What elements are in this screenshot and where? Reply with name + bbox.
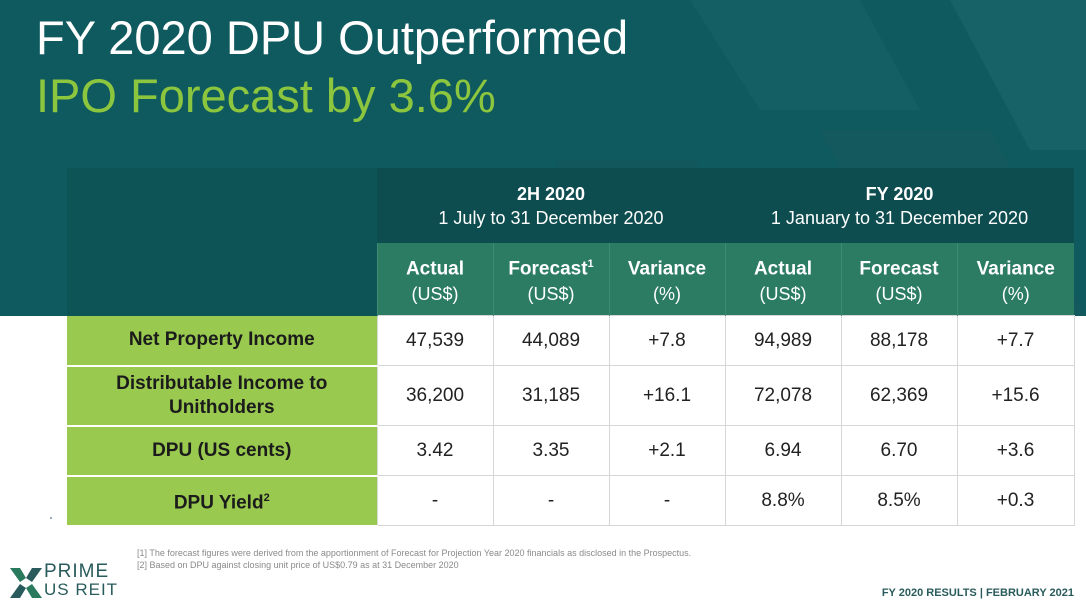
- table-cell: 44,089: [492, 315, 610, 366]
- footnote: [2] Based on DPU against closing unit pr…: [137, 560, 459, 570]
- slide-title: FY 2020 DPU Outperformed: [36, 11, 629, 64]
- footnotes: [1] The forecast figures were derived fr…: [137, 547, 691, 571]
- table-cell: 3.42: [376, 425, 494, 476]
- table-cell: 31,185: [492, 365, 610, 426]
- column-header-label: Actual: [405, 258, 465, 280]
- table-cell: +2.1: [608, 425, 726, 476]
- row-label: Distributable Income to Unitholders: [67, 365, 377, 427]
- prime-us-reit-logo-icon: [10, 568, 42, 598]
- period-header-2h2020: 2H 2020 1 July to 31 December 2020: [377, 168, 725, 243]
- table-cell: -: [492, 475, 610, 526]
- column-header: Variance (%): [956, 243, 1075, 316]
- column-header-label: Forecast: [508, 258, 588, 280]
- column-header-footnote-ref: 1: [587, 258, 594, 271]
- footnote: [1] The forecast figures were derived fr…: [137, 548, 692, 558]
- table-cell: -: [608, 475, 726, 526]
- column-header-unit: (US$): [527, 283, 575, 304]
- row-label: DPU (US cents): [67, 425, 377, 477]
- period-range: 1 January to 31 December 2020: [770, 207, 1029, 228]
- row-label-footnote-ref: 2: [263, 491, 270, 504]
- table-cell: 8.8%: [724, 475, 842, 526]
- table-column-header-row: Actual (US$) Forecast1 (US$) Variance (%…: [67, 243, 1075, 316]
- table-cell: 47,539: [376, 315, 494, 366]
- column-header-unit: (%): [1001, 283, 1030, 304]
- table-period-header-row: 2H 2020 1 July to 31 December 2020 FY 20…: [67, 168, 1075, 316]
- column-header-unit: (%): [653, 283, 681, 304]
- row-label: Net Property Income: [67, 315, 377, 367]
- table-row: Distributable Income to Unitholders 36,2…: [67, 365, 1075, 427]
- table-cell: 8.5%: [840, 475, 958, 526]
- period-name: 2H 2020: [516, 183, 586, 204]
- column-header-unit: (US$): [759, 283, 807, 304]
- table-cell: +16.1: [608, 365, 726, 426]
- table-cell: 62,369: [840, 365, 958, 426]
- table-cell: +0.3: [956, 475, 1075, 526]
- table-cell: +7.7: [956, 315, 1075, 366]
- column-header-label: Variance: [627, 258, 707, 280]
- column-header-label: Actual: [753, 258, 813, 280]
- column-header: Variance (%): [608, 243, 725, 316]
- table-cell: 94,989: [724, 315, 842, 366]
- table-cell: 36,200: [376, 365, 494, 426]
- row-label: DPU Yield2: [67, 475, 377, 527]
- table-cell: 88,178: [840, 315, 958, 366]
- table-corner-cell: [67, 168, 377, 316]
- table-cell: +15.6: [956, 365, 1075, 426]
- decorative-dot: [50, 517, 52, 519]
- column-header-label: Forecast: [859, 258, 939, 280]
- column-header-unit: (US$): [875, 283, 923, 304]
- table-cell: 3.35: [492, 425, 610, 476]
- logo-wordmark: PRIME US REIT: [44, 561, 119, 599]
- table-cell: +7.8: [608, 315, 726, 366]
- column-header: Forecast (US$): [840, 243, 957, 316]
- table-row: Net Property Income 47,539 44,089 +7.8 9…: [67, 315, 1075, 367]
- table-row: DPU Yield2 - - - 8.8% 8.5% +0.3: [67, 475, 1075, 527]
- table-cell: +3.6: [956, 425, 1075, 476]
- table-cell: 72,078: [724, 365, 842, 426]
- column-header-label: Variance: [976, 258, 1055, 280]
- table-cell: -: [376, 475, 494, 526]
- period-header-fy2020: FY 2020 1 January to 31 December 2020: [725, 168, 1075, 243]
- table-row: DPU (US cents) 3.42 3.35 +2.1 6.94 6.70 …: [67, 425, 1075, 477]
- dpu-results-table: 2H 2020 1 July to 31 December 2020 FY 20…: [67, 168, 1075, 527]
- column-header: Actual (US$): [376, 243, 493, 316]
- slide-subtitle: IPO Forecast by 3.6%: [36, 69, 496, 122]
- period-range: 1 July to 31 December 2020: [438, 207, 664, 228]
- column-header: Forecast1 (US$): [492, 243, 609, 316]
- table-cell: 6.94: [724, 425, 842, 476]
- column-header: Actual (US$): [724, 243, 841, 316]
- column-header-unit: (US$): [411, 283, 459, 304]
- footer-label: FY 2020 RESULTS | FEBRUARY 2021: [881, 587, 1074, 599]
- table-cell: 6.70: [840, 425, 958, 476]
- period-name: FY 2020: [865, 183, 934, 204]
